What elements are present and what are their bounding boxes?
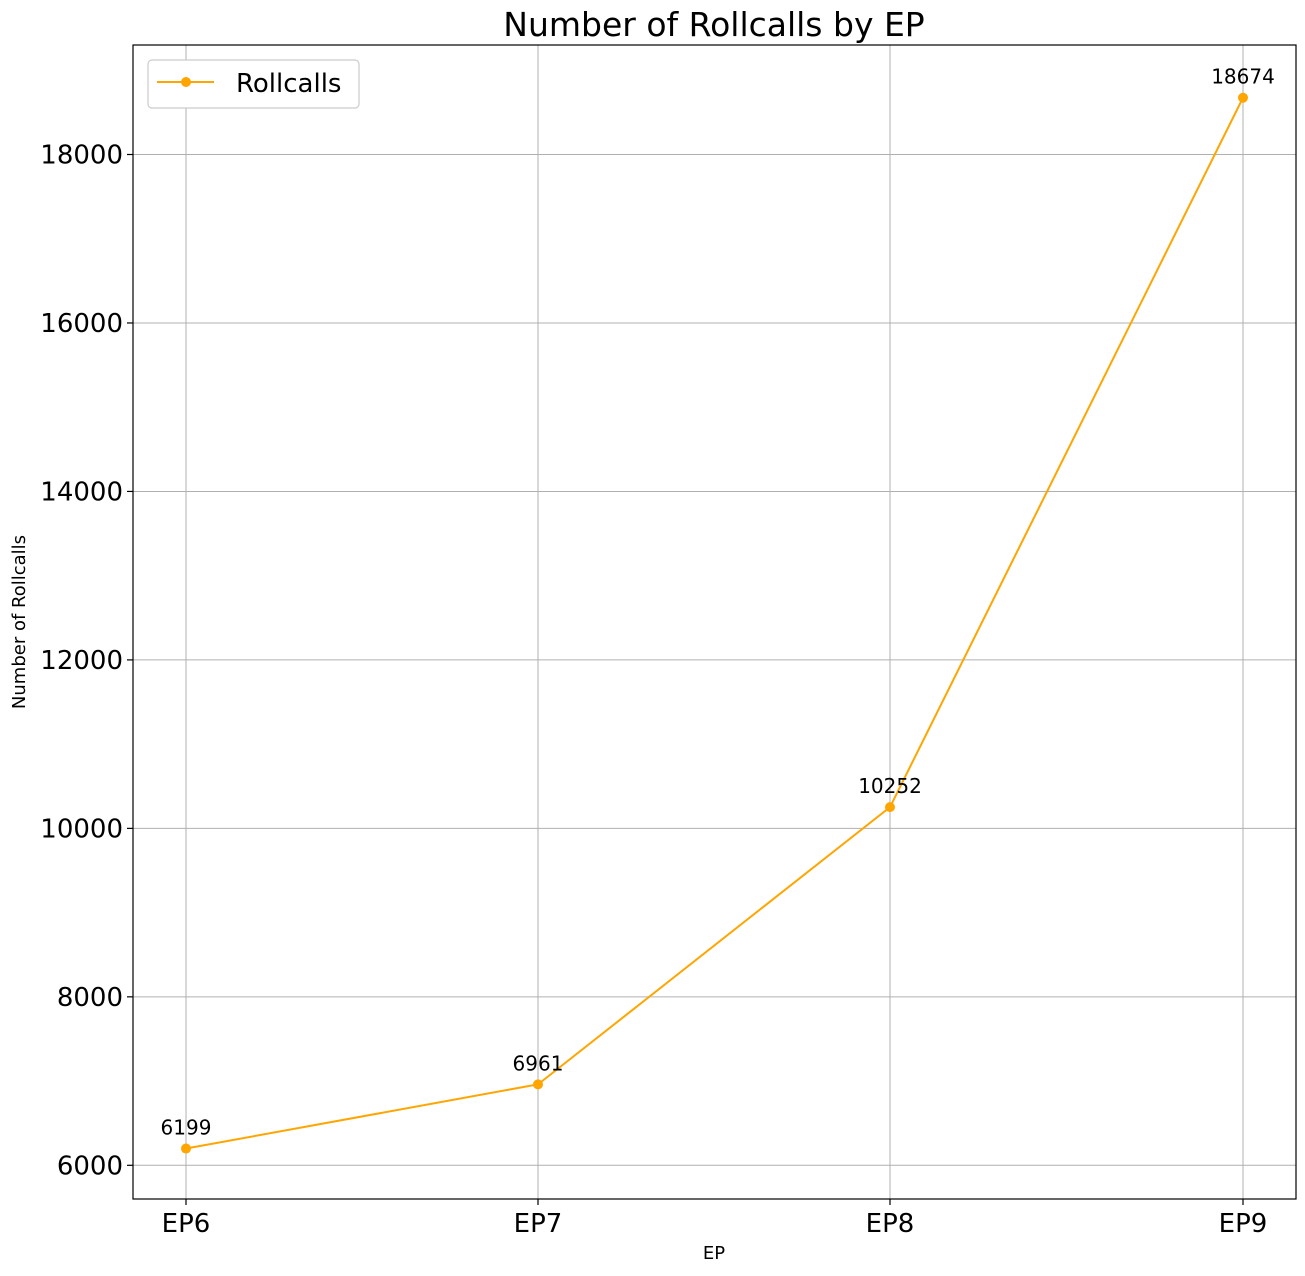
chart-title: Number of Rollcalls by EP [503,5,924,44]
x-tick-label: EP6 [162,1209,211,1239]
y-tick-label: 14000 [40,477,123,507]
y-tick-label: 18000 [40,141,123,171]
data-labels: 6199 6961 10252 18674 [161,65,1275,1140]
series-line-rollcalls [185,97,1244,1150]
data-label: 18674 [1211,65,1275,89]
data-point [181,1143,191,1154]
legend-marker-sample [181,77,191,87]
x-axis-label: EP [703,1243,725,1264]
y-axis-ticks: 6000 8000 10000 12000 14000 16000 18000 [40,141,133,1181]
legend-label-rollcalls: Rollcalls [236,69,341,99]
y-tick-label: 12000 [40,646,123,676]
grid [133,45,1296,1199]
y-tick-label: 10000 [40,814,123,844]
y-tick-label: 6000 [57,1151,123,1181]
legend-box [147,59,360,109]
x-tick-label: EP9 [1219,1209,1268,1239]
legend: Rollcalls [147,59,360,109]
x-tick-label: EP7 [514,1209,563,1239]
data-label: 10252 [858,774,922,798]
series-layer [181,92,1248,1154]
data-point [1238,92,1248,103]
data-label: 6961 [513,1051,564,1075]
y-tick-label: 8000 [57,983,123,1013]
x-tick-label: EP8 [866,1209,915,1239]
data-point [885,802,895,813]
plot-frame [132,44,1297,1200]
data-label: 6199 [161,1116,212,1140]
data-point [533,1079,543,1090]
x-axis-ticks: EP6 EP7 EP8 EP9 [162,1199,1268,1239]
y-tick-label: 16000 [40,309,123,339]
y-axis-label: Number of Rollcalls [9,535,30,709]
